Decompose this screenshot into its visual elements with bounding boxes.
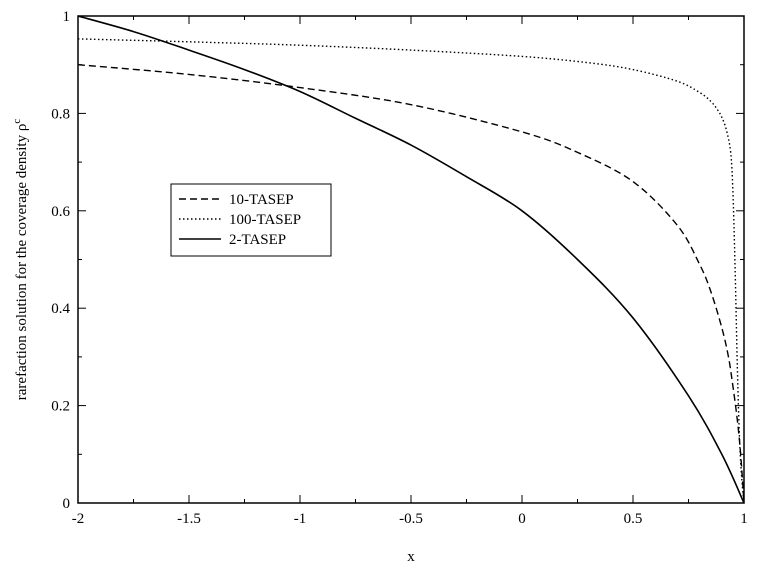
- legend-box: [170, 183, 332, 257]
- x-tick-label: 0.5: [624, 511, 643, 527]
- series-line-100-tasep: [77, 38, 745, 504]
- series-line-2-tasep: [77, 15, 745, 504]
- legend-label-10-tasep: 10-TASEP: [229, 192, 294, 208]
- x-tick-label: -1.5: [177, 511, 201, 527]
- y-tick-label: 0.4: [51, 301, 70, 317]
- y-axis-title-superscript: c: [11, 119, 23, 124]
- axis-ticks: -2 -1.5 -1 -0.5 0 0.5 1 0 0.2 0.4 0.6 0.8 1: [51, 9, 748, 527]
- x-tick-label: -2: [72, 511, 85, 527]
- legend-label-100-tasep: 100-TASEP: [229, 212, 301, 228]
- x-tick-label: 1: [740, 511, 748, 527]
- legend-label-2-tasep: 2-TASEP: [229, 232, 286, 248]
- y-tick-label: 0.8: [51, 106, 70, 122]
- y-tick-label: 1: [63, 9, 71, 25]
- series-layer: [77, 15, 745, 504]
- plot-frame: [77, 15, 745, 504]
- x-tick-label: 0: [518, 511, 526, 527]
- x-tick-label: -1: [294, 511, 307, 527]
- y-axis-title-main: rarefaction solution for the coverage de…: [14, 124, 30, 401]
- y-tick-label: 0.6: [51, 204, 70, 220]
- y-tick-label: 0.2: [51, 399, 70, 415]
- x-tick-label: -0.5: [399, 511, 423, 527]
- series-line-10-tasep: [77, 64, 745, 504]
- y-tick-label: 0: [63, 496, 71, 512]
- y-axis-title: rarefaction solution for the coverage de…: [11, 119, 30, 401]
- legend: 10-TASEP 100-TASEP 2-TASEP: [170, 183, 332, 257]
- x-axis-title: x: [407, 549, 415, 565]
